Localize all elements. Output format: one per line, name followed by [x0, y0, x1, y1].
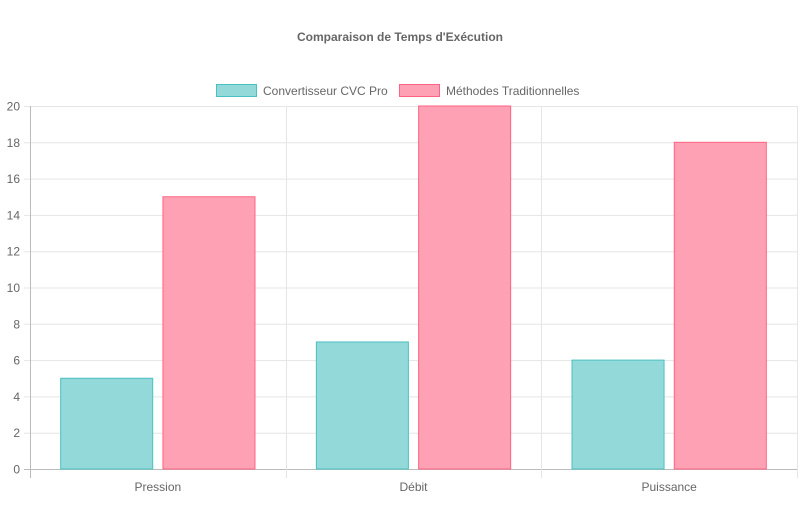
- legend-label: Méthodes Traditionnelles: [446, 84, 579, 98]
- y-tick-label: 12: [7, 245, 21, 259]
- bar: [571, 359, 665, 470]
- y-tick-label: 10: [7, 281, 21, 295]
- x-tick-label: Débit: [399, 480, 428, 494]
- y-tick-label: 0: [13, 463, 20, 477]
- y-tick-label: 18: [7, 136, 21, 150]
- x-tick-label: Puissance: [641, 480, 697, 494]
- chart-title: Comparaison de Temps d'Exécution: [297, 30, 503, 44]
- bar: [162, 196, 256, 470]
- legend: Convertisseur CVC Pro Méthodes Traditionn…: [216, 84, 579, 98]
- y-tick-label: 16: [7, 172, 21, 186]
- y-tick-label: 14: [7, 208, 21, 222]
- x-tick-label: Pression: [134, 480, 181, 494]
- y-tick-label: 8: [13, 317, 20, 331]
- y-tick-label: 2: [13, 426, 20, 440]
- bar: [673, 141, 767, 470]
- y-tick-label: 20: [7, 100, 21, 114]
- bar: [315, 341, 409, 470]
- bar: [418, 105, 512, 470]
- legend-label: Convertisseur CVC Pro: [263, 84, 388, 98]
- bar: [60, 377, 154, 470]
- y-axis: 0 2 4 6 8 10 12 14 16 18 20: [7, 100, 21, 477]
- y-tick-label: 6: [13, 354, 20, 368]
- x-axis: Pression Débit Puissance: [134, 480, 697, 494]
- bars: [60, 105, 767, 470]
- y-tick-label: 4: [13, 390, 20, 404]
- legend-swatch: [216, 84, 257, 97]
- legend-swatch: [399, 84, 440, 97]
